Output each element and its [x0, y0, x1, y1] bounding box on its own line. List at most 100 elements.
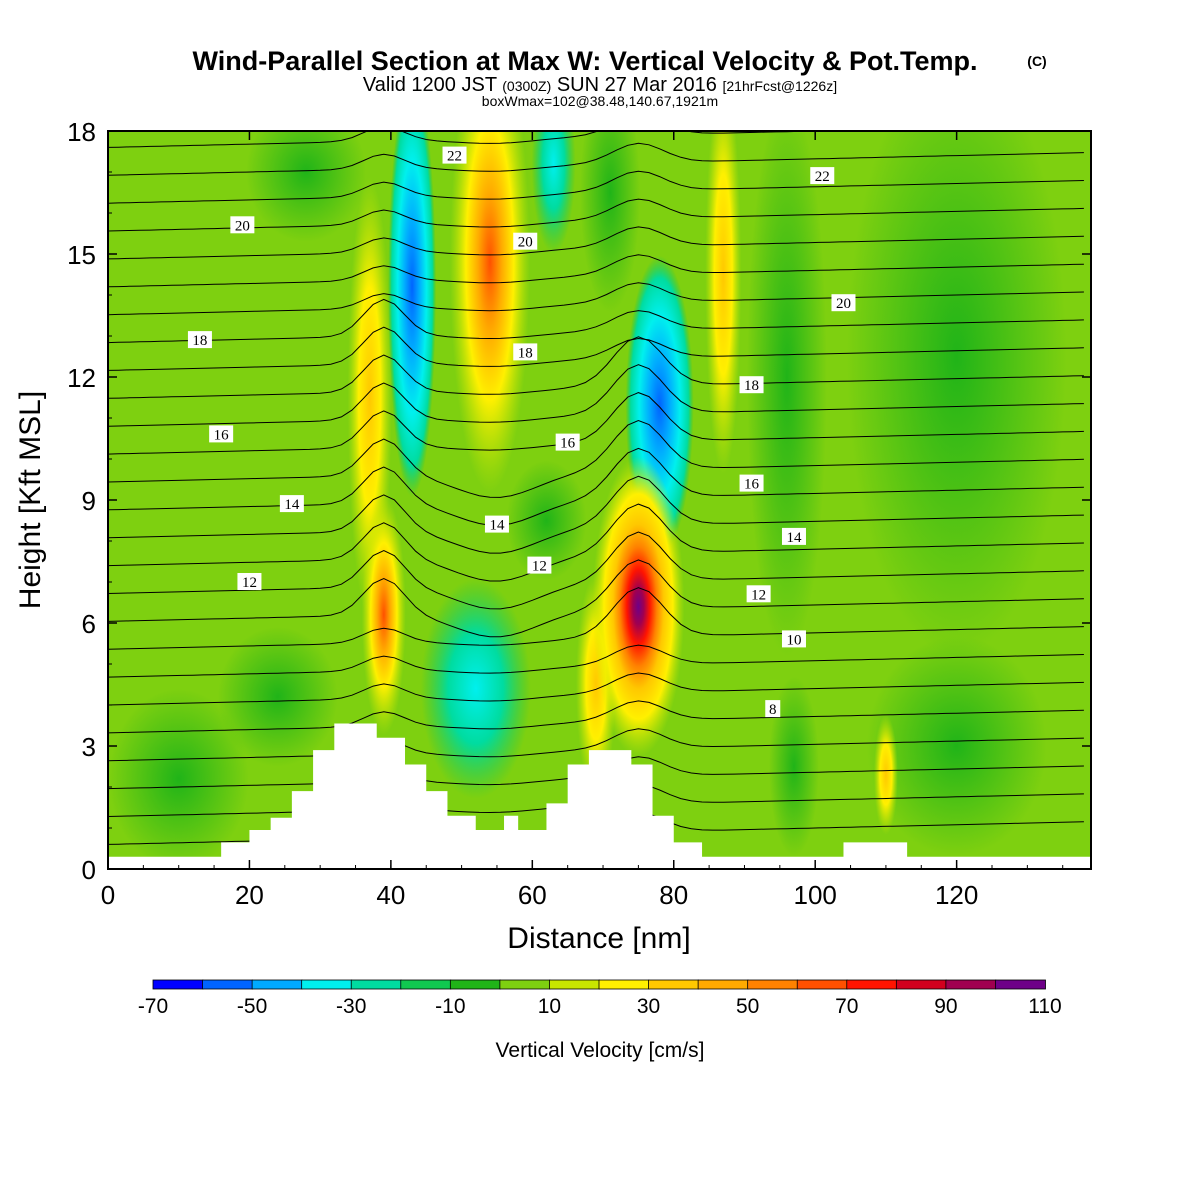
- green-band: [580, 131, 641, 313]
- updraft-core: [449, 131, 530, 493]
- colorbar-tick-label: -70: [138, 995, 168, 1018]
- theta-line: [108, 170, 1084, 204]
- theta-label-16: 16: [739, 474, 764, 493]
- theta-label-box: [781, 630, 806, 648]
- theta-label-box: [187, 331, 212, 349]
- colorbar-swatch: [895, 979, 947, 990]
- theta-label-text: 12: [751, 587, 766, 603]
- colorbar-tick-label: -30: [336, 995, 366, 1018]
- theta-label-box: [739, 376, 764, 394]
- theta-label-text: 10: [786, 632, 801, 648]
- theta-label-box: [442, 146, 467, 164]
- green-band: [246, 131, 366, 242]
- y-tick-label: 9: [82, 486, 96, 516]
- colorbar-tick-label: 70: [835, 995, 858, 1018]
- theta-label-box: [230, 216, 255, 234]
- theta-contour-labels: 8 10 12 12 12 14 14 14 16 16 16 18 18 18 20 20 20 22 22: [187, 146, 856, 718]
- theta-label-22: 22: [810, 167, 835, 185]
- terrain: [108, 723, 1091, 869]
- colorbar-swatch: [202, 979, 254, 990]
- theta-label-20: 20: [831, 294, 856, 312]
- theta-label-box: [739, 474, 764, 492]
- x-tick-label: 40: [376, 880, 405, 910]
- theta-label-14: 14: [781, 527, 806, 546]
- valid-utc: (0300Z): [502, 78, 551, 94]
- colorbar: -70 -50 -30 -10 10 30 50 70 90 110: [138, 979, 1062, 1018]
- theta-line: [108, 326, 1084, 371]
- theta-line: [108, 644, 1084, 678]
- valid-main: Valid 1200 JST: [363, 74, 497, 96]
- theta-label-text: 20: [518, 235, 533, 251]
- theta-label-box: [513, 232, 538, 250]
- theta-label-12: 12: [237, 573, 262, 591]
- theta-label-text: 18: [192, 333, 207, 349]
- x-tick-label: 120: [935, 880, 978, 910]
- theta-line: [108, 254, 1084, 288]
- y-axis-label: Height [Kft MSL]: [14, 391, 47, 609]
- chart-header: Wind-Parallel Section at Max W: Vertical…: [193, 46, 1047, 109]
- theta-line: [108, 226, 1084, 260]
- theta-label-20: 20: [230, 216, 255, 234]
- colorbar-tick-label: 10: [538, 995, 561, 1018]
- theta-line: [108, 559, 1084, 638]
- updraft-core: [592, 456, 685, 757]
- theta-line: [108, 728, 1084, 762]
- x-axis: 0 20 40 60 80 100 120: [101, 131, 1064, 910]
- theta-label-14: 14: [484, 515, 509, 534]
- theta-label-12: 12: [527, 556, 552, 575]
- green-band: [746, 131, 827, 657]
- theta-label-22: 22: [442, 146, 467, 165]
- colorbar-label: Vertical Velocity [cm/s]: [496, 1039, 705, 1062]
- theta-label-20: 20: [513, 232, 538, 251]
- theta-label-18: 18: [187, 331, 212, 349]
- colorbar-swatch: [796, 979, 848, 990]
- theta-label-box: [781, 527, 806, 545]
- theta-label-box: [513, 343, 538, 361]
- terrain-shape: [108, 723, 1091, 869]
- colorbar-swatch: [945, 979, 997, 990]
- y-tick-label: 12: [67, 363, 96, 393]
- theta-label-box: [555, 433, 580, 451]
- theta-label-box: [209, 425, 234, 443]
- theta-label-text: 16: [744, 477, 760, 493]
- theta-label-14: 14: [279, 495, 304, 513]
- theta-label-box: [810, 167, 835, 185]
- y-tick-label: 15: [67, 240, 96, 270]
- green-band: [217, 626, 338, 767]
- theta-line: [108, 672, 1084, 706]
- theta-label-text: 22: [815, 169, 830, 185]
- x-tick-label: 100: [793, 880, 836, 910]
- colorbar-swatch: [747, 979, 799, 990]
- copyright-mark: (C): [1027, 53, 1046, 69]
- theta-label-box: [746, 585, 771, 603]
- theta-label-16: 16: [555, 433, 580, 452]
- theta-label-8: 8: [765, 700, 781, 718]
- x-axis-label: Distance [nm]: [507, 922, 690, 955]
- theta-label-text: 14: [284, 497, 300, 513]
- box-info: boxWmax=102@38.48,140.67,1921m: [482, 93, 718, 109]
- y-tick-label: 0: [82, 855, 96, 885]
- theta-line: [108, 336, 1084, 399]
- y-tick-label: 6: [82, 609, 96, 639]
- theta-label-text: 20: [836, 296, 851, 312]
- green-band: [846, 131, 1067, 657]
- theta-label-box: [765, 700, 781, 718]
- theta-line: [108, 419, 1084, 498]
- weak-updraft: [705, 131, 742, 475]
- colorbar-tick-label: 90: [934, 995, 957, 1018]
- theta-line: [108, 298, 1084, 344]
- weak-updraft: [873, 714, 898, 835]
- valid-line: Valid 1200 JST (0300Z) SUN 27 Mar 2016 […: [363, 74, 837, 96]
- theta-contours: [108, 131, 1084, 845]
- colorbar-swatch: [846, 979, 898, 990]
- chart-title: Wind-Parallel Section at Max W: Vertical…: [193, 46, 978, 76]
- theta-line: [108, 282, 1084, 316]
- colorbar-swatch: [499, 979, 551, 990]
- colorbar-tick-label: 30: [637, 995, 660, 1018]
- theta-label-12: 12: [746, 585, 771, 603]
- x-tick-label: 0: [101, 880, 115, 910]
- theta-line: [108, 587, 1084, 650]
- theta-label-text: 16: [214, 427, 230, 443]
- theta-label-box: [484, 515, 509, 533]
